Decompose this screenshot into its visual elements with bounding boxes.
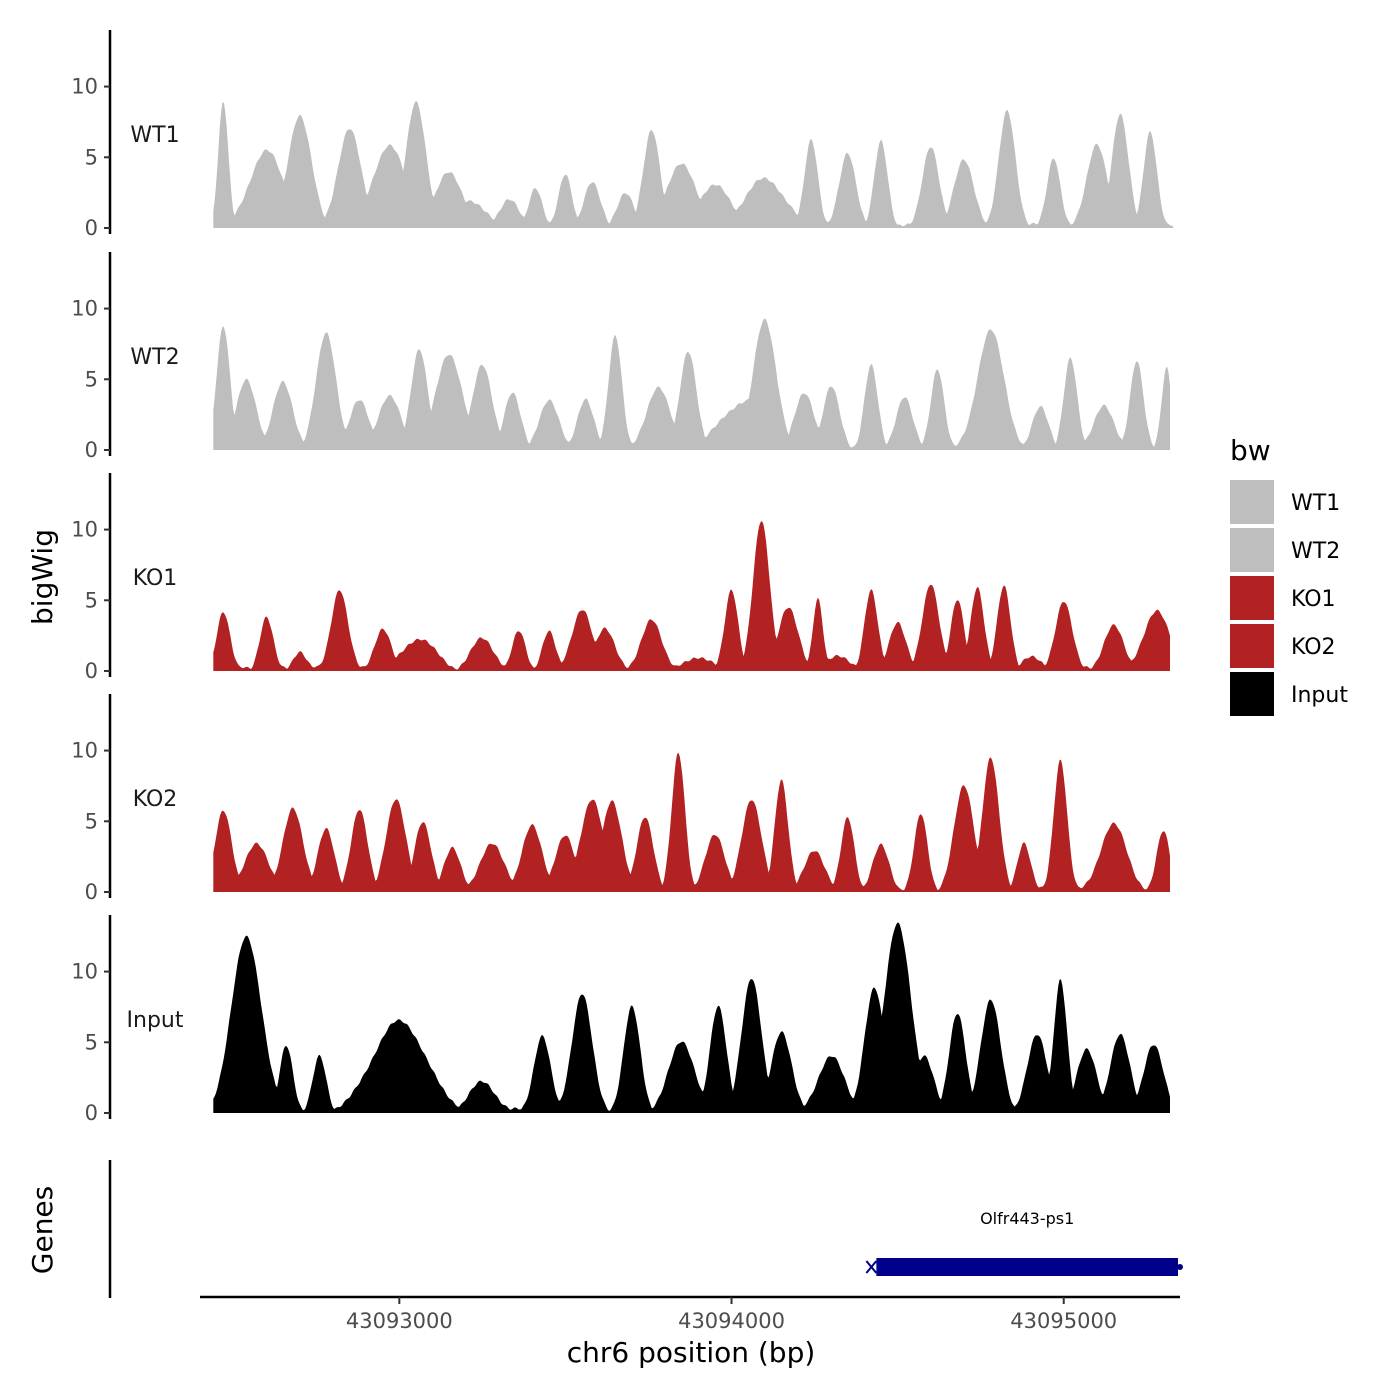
track-input: 0 5 10 Input: [71, 915, 1171, 1125]
y-tick-label: 5: [85, 809, 98, 833]
track-label-wt2: WT2: [130, 345, 179, 370]
coverage-area-input: [213, 922, 1171, 1113]
legend-entry-wt2: WT2: [1230, 528, 1340, 572]
track-ko1: 0 5 10 KO1: [71, 473, 1171, 683]
legend-swatch: [1230, 576, 1274, 620]
x-axis: 43093000 43094000 43095000: [200, 1295, 1180, 1333]
legend-entries: WT1 WT2 KO1 KO2 Input: [1230, 480, 1348, 716]
track-label-ko1: KO1: [133, 566, 178, 591]
y-tick-label: 5: [85, 588, 98, 612]
coverage-area-ko1: [213, 521, 1171, 671]
gene-label: Olfr443-ps1: [980, 1209, 1074, 1228]
gene-end-marker: [1177, 1264, 1183, 1270]
y-tick-label: 0: [85, 1101, 98, 1125]
y-tick-label: 0: [85, 880, 98, 904]
coverage-area-ko2: [213, 752, 1171, 892]
legend-entry-input: Input: [1230, 672, 1348, 716]
legend-entry-wt1: WT1: [1230, 480, 1340, 524]
coverage-area-wt2: [213, 318, 1171, 450]
gene-body: [876, 1258, 1178, 1276]
track-label-ko2: KO2: [133, 787, 178, 812]
y-tick-label: 5: [85, 367, 98, 391]
y-tick-label: 10: [71, 518, 98, 542]
y-tick-label: 5: [85, 1030, 98, 1054]
gene-panel: Olfr443-ps1: [108, 1160, 1183, 1298]
x-tick-label: 43093000: [346, 1309, 453, 1333]
legend-label: WT1: [1291, 491, 1340, 516]
y-tick-label: 0: [85, 438, 98, 462]
x-tick-label: 43094000: [678, 1309, 785, 1333]
legend-swatch: [1230, 624, 1274, 668]
strand-arrow-icon: [865, 1260, 878, 1274]
track-wt2: 0 5 10 WT2: [71, 252, 1171, 462]
y-tick-label: 5: [85, 145, 98, 169]
legend-entry-ko2: KO2: [1230, 624, 1336, 668]
track-label-input: Input: [127, 1008, 184, 1033]
y-tick-label: 0: [85, 659, 98, 683]
y-tick-label: 10: [71, 75, 98, 99]
genes-axis-title: Genes: [26, 1186, 59, 1274]
legend-entry-ko1: KO1: [1230, 576, 1336, 620]
y-tick-label: 10: [71, 297, 98, 321]
track-ko2: 0 5 10 KO2: [71, 694, 1171, 904]
legend-swatch: [1230, 528, 1274, 572]
coverage-area-wt1: [213, 101, 1174, 228]
track-wt1: 0 5 10 WT1: [71, 30, 1174, 240]
y-axis-title: bigWig: [26, 529, 59, 625]
legend-label: KO1: [1291, 587, 1336, 612]
legend-label: KO2: [1291, 635, 1336, 660]
y-tick-label: 0: [85, 216, 98, 240]
legend-swatch: [1230, 480, 1274, 524]
y-tick-label: 10: [71, 739, 98, 763]
x-axis-title: chr6 position (bp): [567, 1336, 816, 1369]
legend-label: Input: [1291, 683, 1348, 708]
legend-label: WT2: [1291, 539, 1340, 564]
track-label-wt1: WT1: [130, 123, 179, 148]
legend: bw WT1 WT2 KO1 KO2 Input: [1230, 434, 1348, 716]
legend-title: bw: [1230, 434, 1271, 467]
y-tick-label: 10: [71, 960, 98, 984]
coverage-tracks: 0 5 10 WT1 0 5 10 WT2 0 5 10 KO1 0 5 10 KO2 0 5 10 Input: [71, 30, 1174, 1125]
legend-swatch: [1230, 672, 1274, 716]
x-tick-label: 43095000: [1010, 1309, 1117, 1333]
gene-olfr443-ps1: Olfr443-ps1: [865, 1209, 1183, 1276]
